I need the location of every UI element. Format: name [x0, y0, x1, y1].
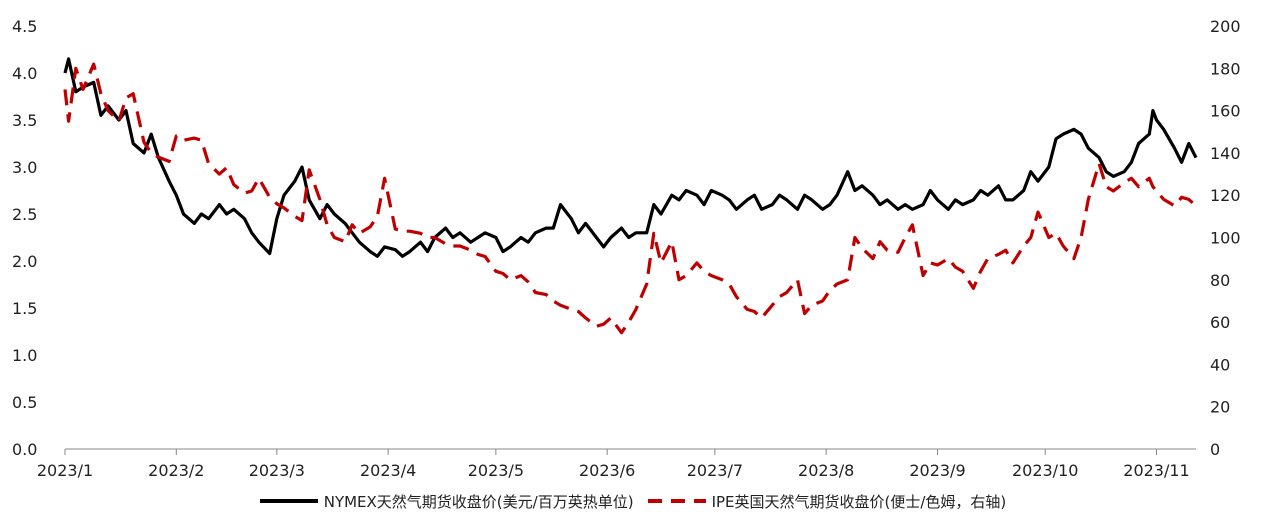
series-layer [63, 57, 1198, 335]
x-axis-ticks: 2023/1 2023/2 2023/3 2023/4 2023/5 2023/6 2023… [37, 449, 1190, 480]
right-tick-label: 40 [1210, 355, 1230, 374]
x-tick-label: 2023/4 [360, 461, 416, 480]
x-tick-label: 2023/10 [1012, 461, 1078, 480]
x-tick-label: 2023/8 [798, 461, 854, 480]
left-tick-label: 1.5 [12, 299, 37, 318]
left-tick-label: 4.5 [12, 17, 37, 36]
x-tick-label: 2023/9 [909, 461, 965, 480]
x-tick-label: 2023/6 [579, 461, 635, 480]
series-line-ipe [63, 62, 1198, 335]
x-tick-label: 2023/1 [37, 461, 93, 480]
legend-swatch-ipe [647, 499, 706, 503]
right-axis-ticks: 0 20 40 60 80 100 120 140 160 180 200 [1210, 17, 1241, 459]
x-tick-label: 2023/7 [687, 461, 743, 480]
left-axis-ticks: 0.0 0.5 1.0 1.5 2.0 2.5 3.0 3.5 4.0 4.5 [12, 17, 37, 459]
legend-item-ipe: IPE英国天然气期货收盘价(便士/色姆，右轴) [647, 491, 1007, 512]
left-tick-label: 3.0 [12, 158, 37, 177]
right-tick-label: 200 [1210, 17, 1241, 36]
left-tick-label: 0.0 [12, 440, 37, 459]
right-tick-label: 60 [1210, 313, 1230, 332]
right-tick-label: 20 [1210, 398, 1230, 417]
right-tick-label: 100 [1210, 229, 1241, 248]
left-tick-label: 2.5 [12, 205, 37, 224]
legend-label-ipe: IPE英国天然气期货收盘价(便士/色姆，右轴) [711, 492, 1007, 511]
right-tick-label: 0 [1210, 440, 1220, 459]
left-tick-label: 4.0 [12, 64, 37, 83]
right-tick-label: 160 [1210, 102, 1241, 121]
left-tick-label: 1.0 [12, 346, 37, 365]
left-tick-label: 3.5 [12, 111, 37, 130]
legend-swatch-nymex [259, 499, 318, 503]
series-line-nymex [63, 57, 1198, 258]
legend-label-nymex: NYMEX天然气期货收盘价(美元/百万英热单位) [323, 492, 634, 511]
x-tick-label: 2023/11 [1123, 461, 1189, 480]
legend: NYMEX天然气期货收盘价(美元/百万英热单位) IPE英国天然气期货收盘价(便… [0, 488, 1266, 514]
right-tick-label: 140 [1210, 144, 1241, 163]
x-tick-label: 2023/5 [468, 461, 524, 480]
chart-canvas: 0.0 0.5 1.0 1.5 2.0 2.5 3.0 3.5 4.0 4.5 0 20 40 60 80… [12, 17, 1241, 480]
legend-item-nymex: NYMEX天然气期货收盘价(美元/百万英热单位) [259, 491, 634, 512]
right-tick-label: 180 [1210, 59, 1241, 78]
left-tick-label: 0.5 [12, 393, 37, 412]
x-tick-label: 2023/3 [249, 461, 305, 480]
right-tick-label: 120 [1210, 186, 1241, 205]
x-tick-label: 2023/2 [148, 461, 204, 480]
left-tick-label: 2.0 [12, 252, 37, 271]
right-tick-label: 80 [1210, 271, 1230, 290]
